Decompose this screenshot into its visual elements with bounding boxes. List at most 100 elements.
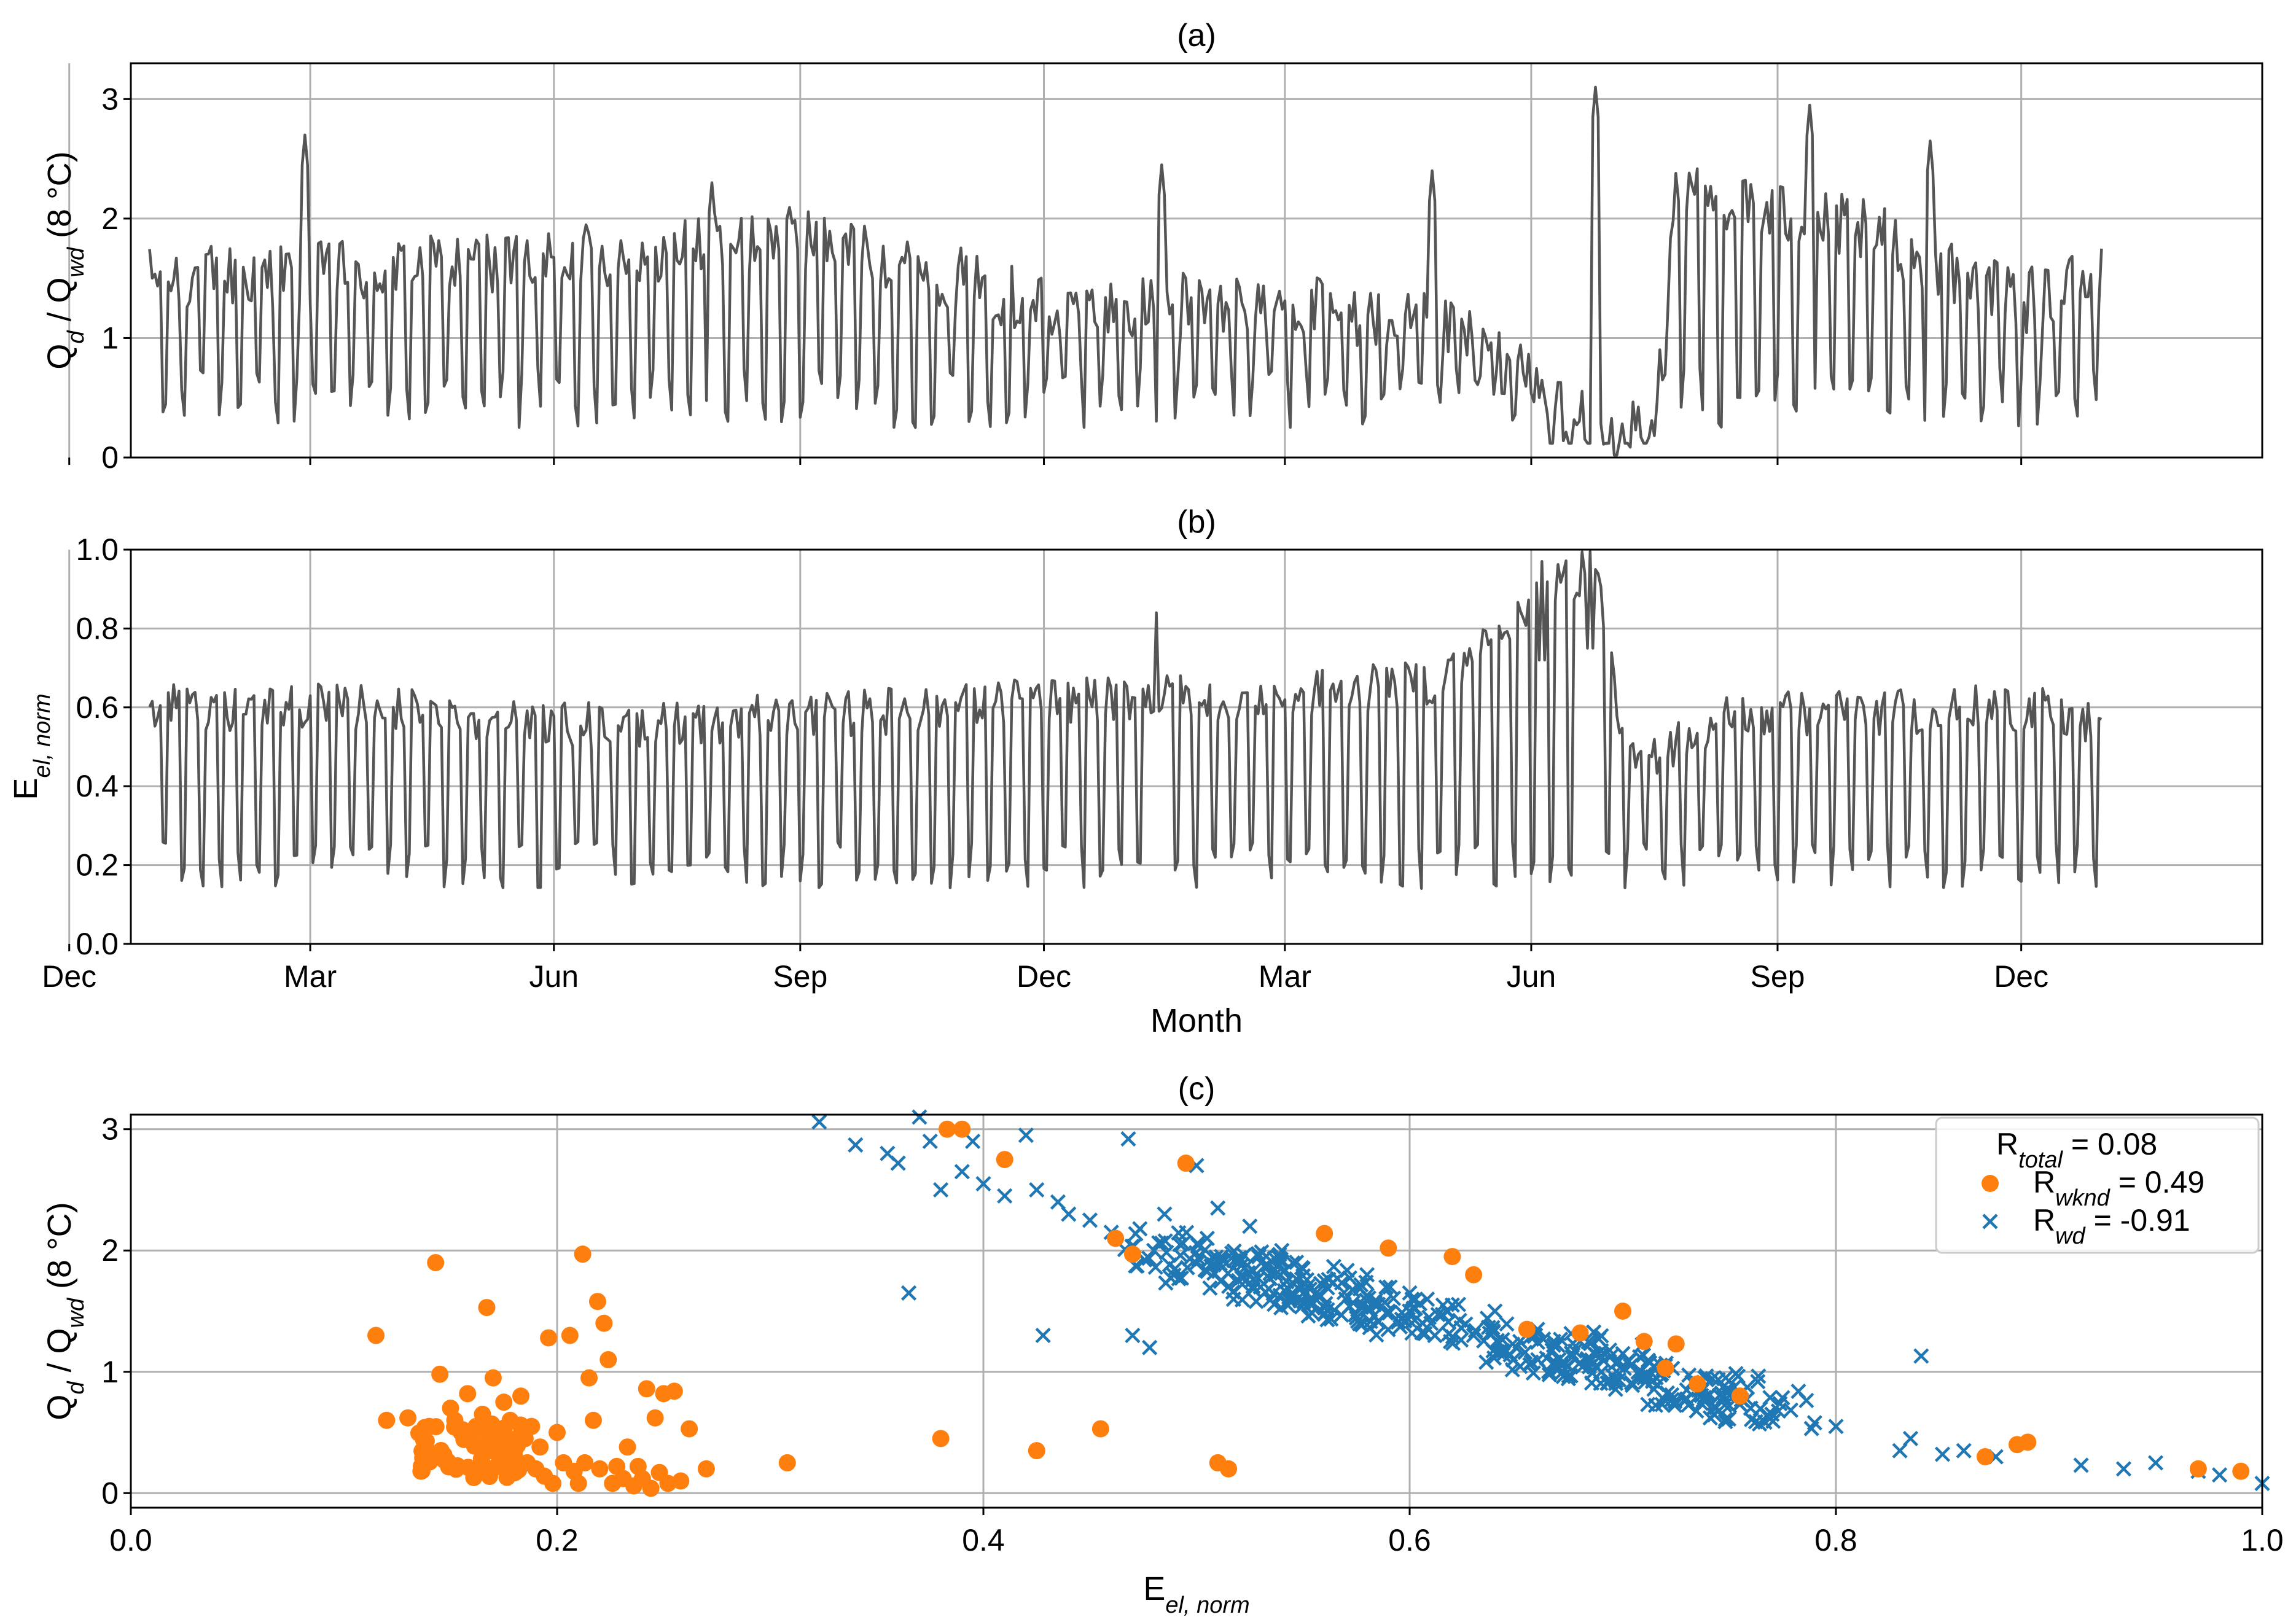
- x-marker-stroke: [1394, 1304, 1410, 1320]
- x-marker-stroke: [1607, 1355, 1623, 1371]
- weekend-point: [1465, 1266, 1483, 1284]
- x-marker-stroke: [1681, 1367, 1697, 1383]
- weekend-point: [512, 1387, 530, 1405]
- weekday-point: [1233, 1268, 1249, 1284]
- label-text: R: [2033, 1203, 2055, 1237]
- weekend-point: [495, 1393, 513, 1411]
- weekday-point: [1202, 1280, 1218, 1296]
- weekend-point: [1123, 1245, 1141, 1263]
- x-marker-stroke: [1421, 1309, 1437, 1325]
- weekday-point: [1219, 1255, 1235, 1271]
- x-marker-stroke: [1171, 1225, 1187, 1241]
- x-marker-stroke: [1406, 1293, 1423, 1309]
- x-marker-stroke: [1267, 1296, 1283, 1312]
- c-xtick-label: 0.6: [1388, 1523, 1431, 1557]
- label-subscript: el, norm: [29, 693, 55, 777]
- weekday-point: [1259, 1248, 1275, 1264]
- x-marker-stroke: [1280, 1298, 1296, 1314]
- weekday-point: [1450, 1296, 1467, 1312]
- weekend-point: [939, 1120, 956, 1138]
- x-marker-stroke: [1279, 1280, 1295, 1296]
- weekday-point: [1699, 1390, 1715, 1406]
- b-ytick-label: 1.0: [76, 532, 119, 567]
- b-series-line: [148, 550, 2103, 890]
- weekday-point: [1245, 1281, 1261, 1297]
- label-subscript: wd: [63, 1297, 89, 1328]
- x-marker-stroke: [1225, 1284, 1241, 1300]
- weekend-point: [1689, 1375, 1706, 1393]
- x-marker-stroke: [1491, 1335, 1507, 1351]
- weekend-point: [494, 1428, 512, 1446]
- x-marker-stroke: [1262, 1270, 1278, 1287]
- panel-c-frame: [130, 1113, 2263, 1509]
- weekday-point: [1294, 1260, 1310, 1276]
- label-text: / Q: [41, 278, 78, 331]
- weekend-point: [642, 1479, 660, 1497]
- weekday-point: [1599, 1375, 1615, 1391]
- weekday-point: [1050, 1194, 1066, 1210]
- label-text: E: [7, 778, 44, 800]
- x-marker-stroke: [1625, 1377, 1641, 1393]
- weekend-point: [1177, 1155, 1195, 1172]
- weekend-point: [1518, 1320, 1536, 1338]
- x-marker-stroke: [1828, 1419, 1844, 1435]
- weekday-point: [912, 1109, 927, 1125]
- x-marker-stroke: [1225, 1291, 1241, 1307]
- x-marker-stroke: [1300, 1278, 1316, 1295]
- x-marker-stroke: [1210, 1200, 1226, 1216]
- x-marker-stroke: [900, 1285, 917, 1301]
- weekday-point: [1251, 1270, 1267, 1287]
- x-marker-stroke: [1391, 1314, 1407, 1330]
- x-marker-stroke: [1219, 1255, 1235, 1271]
- weekday-point: [2115, 1461, 2132, 1477]
- weekend-point: [416, 1441, 434, 1459]
- weekday-point: [1574, 1359, 1590, 1375]
- weekday-point: [1783, 1402, 1798, 1418]
- weekday-point: [1913, 1348, 1929, 1364]
- x-marker-stroke: [965, 1133, 981, 1150]
- weekend-point: [561, 1327, 579, 1344]
- x-marker-stroke: [1353, 1298, 1369, 1314]
- weekday-point: [1242, 1218, 1258, 1234]
- weekday-point: [1157, 1206, 1173, 1222]
- x-marker-stroke: [1934, 1446, 1951, 1462]
- weekend-point: [932, 1430, 950, 1448]
- weekday-point: [1421, 1309, 1437, 1325]
- b-xtick-label: Dec: [1994, 959, 2048, 994]
- weekend-point: [665, 1382, 683, 1400]
- weekend-point: [459, 1385, 477, 1403]
- c-xtick-label: 1.0: [2241, 1523, 2284, 1557]
- weekday-point: [1141, 1250, 1157, 1266]
- x-marker-stroke: [1035, 1327, 1051, 1344]
- weekday-point: [1279, 1280, 1295, 1296]
- weekend-point: [478, 1299, 496, 1317]
- weekend-point: [446, 1418, 464, 1436]
- weekend-point: [1316, 1225, 1333, 1242]
- weekday-point: [1765, 1413, 1781, 1429]
- x-marker-stroke: [1750, 1374, 1766, 1390]
- x-marker-stroke: [1061, 1206, 1077, 1222]
- b-xtick-label: Jun: [529, 959, 579, 994]
- x-marker-stroke: [1380, 1322, 1396, 1338]
- c-xtick-label: 0.4: [962, 1523, 1005, 1557]
- weekday-point: [1035, 1327, 1051, 1344]
- legend-entry-total: Rtotal = 0.08: [1996, 1127, 2157, 1173]
- weekday-point: [890, 1155, 906, 1171]
- x-marker-stroke: [1453, 1332, 1469, 1348]
- weekend-point: [2019, 1433, 2037, 1451]
- weekend-point: [576, 1454, 594, 1471]
- x-marker-stroke: [1676, 1392, 1692, 1408]
- label-subscript: wd: [63, 246, 89, 277]
- x-marker-stroke: [1200, 1263, 1216, 1279]
- x-marker-stroke: [1173, 1270, 1190, 1286]
- x-marker-stroke: [1392, 1319, 1408, 1335]
- x-marker-stroke: [1417, 1325, 1433, 1342]
- x-marker-stroke: [1349, 1313, 1366, 1329]
- x-marker-stroke: [1199, 1230, 1215, 1247]
- x-marker-stroke: [2115, 1461, 2132, 1477]
- x-marker-stroke: [1517, 1344, 1533, 1360]
- panel-a-ylabel: Qd / Qwd (8 °C): [41, 151, 89, 369]
- x-marker-stroke: [1125, 1327, 1141, 1344]
- x-marker-stroke: [1476, 1333, 1492, 1349]
- x-marker-stroke: [1245, 1279, 1261, 1295]
